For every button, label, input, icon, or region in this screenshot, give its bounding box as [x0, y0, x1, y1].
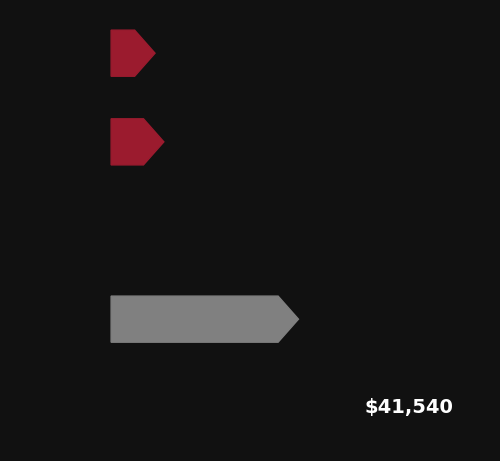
Polygon shape: [111, 30, 155, 76]
Polygon shape: [111, 207, 196, 254]
Polygon shape: [111, 385, 361, 431]
Text: $3,780: $3,780: [158, 44, 234, 63]
Text: Sinclair
(Ohio Resident): Sinclair (Ohio Resident): [0, 127, 104, 157]
Text: $10,440: $10,440: [200, 221, 289, 240]
Text: Private
(4-Year Non-profit): Private (4-Year Non-profit): [0, 393, 104, 423]
Polygon shape: [111, 296, 298, 342]
Text: Sinclair
(Montgomery
County Resident): Sinclair (Montgomery County Resident): [0, 30, 104, 77]
Text: $26,820: $26,820: [302, 310, 391, 329]
Text: $5,198: $5,198: [168, 132, 243, 151]
Text: Public
(4-Year In-State): Public (4-Year In-State): [0, 215, 104, 246]
Text: $41,540: $41,540: [365, 398, 454, 417]
Text: For-Profit: For-Profit: [28, 312, 104, 326]
Polygon shape: [111, 119, 164, 165]
